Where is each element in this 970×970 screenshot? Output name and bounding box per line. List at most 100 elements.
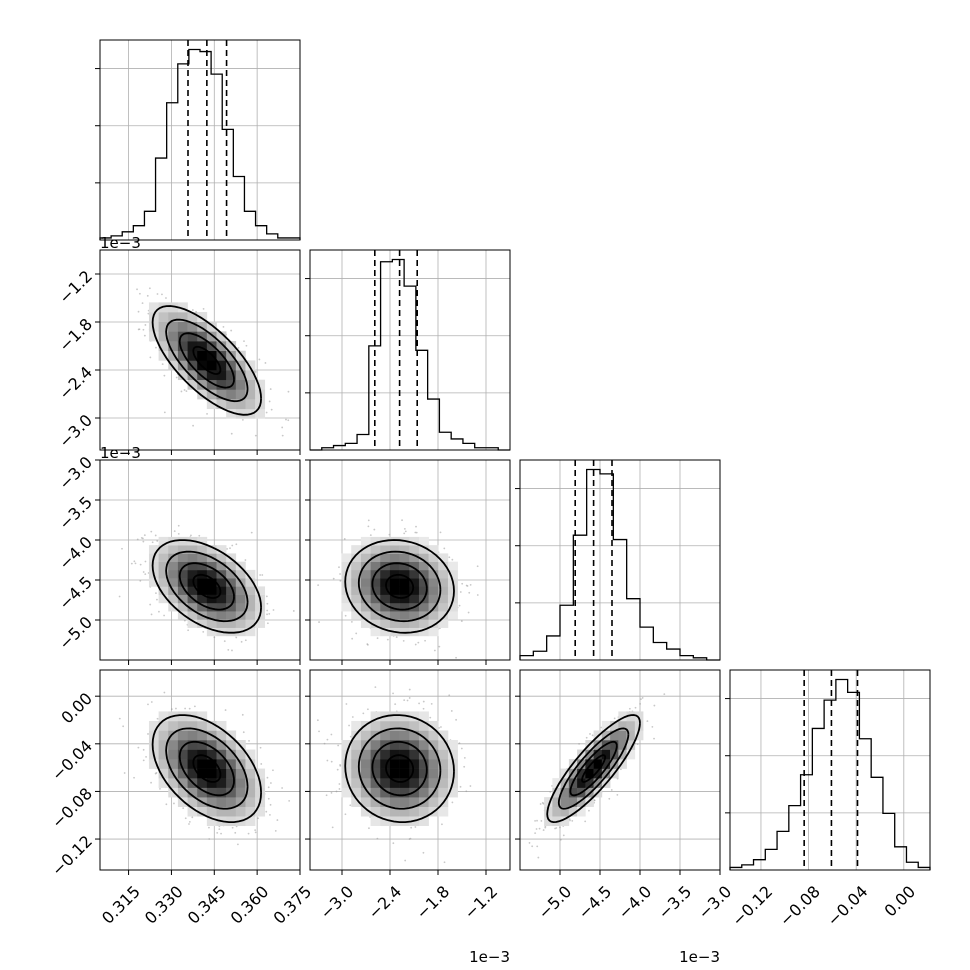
density-cell [226,787,237,798]
sample-point [451,801,454,804]
x-tick-label: −4.0 [614,882,655,923]
density-cell [380,545,391,554]
density-cell [560,787,570,798]
density-cell [438,578,449,587]
sample-point [150,530,153,533]
sample-point [461,582,464,585]
sample-point [156,293,159,295]
sample-point [458,604,461,607]
sample-point [350,620,353,623]
x-tick-label: −5.0 [534,882,575,923]
sample-point [269,813,271,816]
density-cell [370,787,381,798]
sample-point [220,832,222,835]
density-cell [216,759,227,769]
sample-point [183,389,186,391]
sample-point [362,712,365,715]
sample-point [173,802,175,805]
panel-frame [99,249,301,451]
sample-point [330,733,333,736]
sample-point [265,810,268,813]
density-cell [380,594,391,604]
density-cell [206,768,217,779]
density-cell [245,768,256,779]
sample-point [138,292,141,295]
density-cell [226,797,237,807]
density-cell [409,561,420,571]
density-cell [399,816,410,827]
density-cell [197,553,208,562]
density-cell [177,302,188,313]
density-cell [235,797,246,807]
sample-point [154,534,157,537]
density-cell [206,331,217,342]
sample-point [338,783,341,785]
density-cell [370,578,381,587]
contour-level-1 [581,754,607,783]
density-cell [187,350,198,361]
sample-point [415,531,418,534]
density-cell [568,806,578,817]
density-cell [168,350,179,361]
density-cell [226,389,237,400]
sample-point [469,785,472,787]
sample-point [147,312,150,315]
density-cell [235,389,246,400]
density-cell [216,611,227,620]
sample-point [144,573,147,576]
density-cell [245,806,256,817]
density-cell [438,730,449,741]
sample-point [349,804,352,807]
density-cell [206,569,217,579]
density-cell [618,720,627,731]
sample-point [118,595,121,598]
density-cell [380,759,391,769]
sample-point [386,638,389,641]
sample-point [259,574,262,576]
density-cell [197,594,208,604]
sample-point [367,519,370,522]
density-cell [148,720,159,731]
density-cell [418,787,429,798]
density-cell [226,569,237,579]
y-axis-p2: −3.0 −2.4 −1.8 −1.21e−3 [55,234,141,451]
sample-point [266,613,268,616]
density-cell [428,545,439,554]
sample-point [366,643,369,645]
density-cell [197,536,208,546]
density-cell [585,768,594,779]
sample-point [331,826,334,829]
density-cell [197,768,208,779]
density-cell [389,586,400,595]
density-cell [380,627,391,637]
scatter-panel-p3-p4 [515,669,721,875]
density-cell [197,759,208,769]
sample-point [202,630,205,633]
density-cell [206,602,217,612]
density-cell [438,759,449,769]
density-cell [389,720,400,731]
density-cell [177,360,188,371]
density-cell [226,561,237,571]
sample-point [258,358,261,361]
sample-point [142,328,145,331]
sample-point [224,709,227,711]
panel-content [100,670,300,870]
density-cell [158,720,169,731]
density-cell [235,778,246,788]
sample-point [459,591,462,593]
density-cell [187,787,198,798]
histogram-panel-p1 [95,39,301,241]
sample-point [254,831,257,834]
sample-point [345,703,348,705]
panel-frame [519,459,721,661]
density-cell [187,370,198,381]
sample-point [458,742,461,745]
density-cell [389,536,400,546]
density-cell [177,370,188,381]
sample-point [163,691,166,694]
density-cell [380,749,391,760]
sample-point [188,823,190,825]
sample-point [443,861,446,864]
density-cell [235,370,246,381]
